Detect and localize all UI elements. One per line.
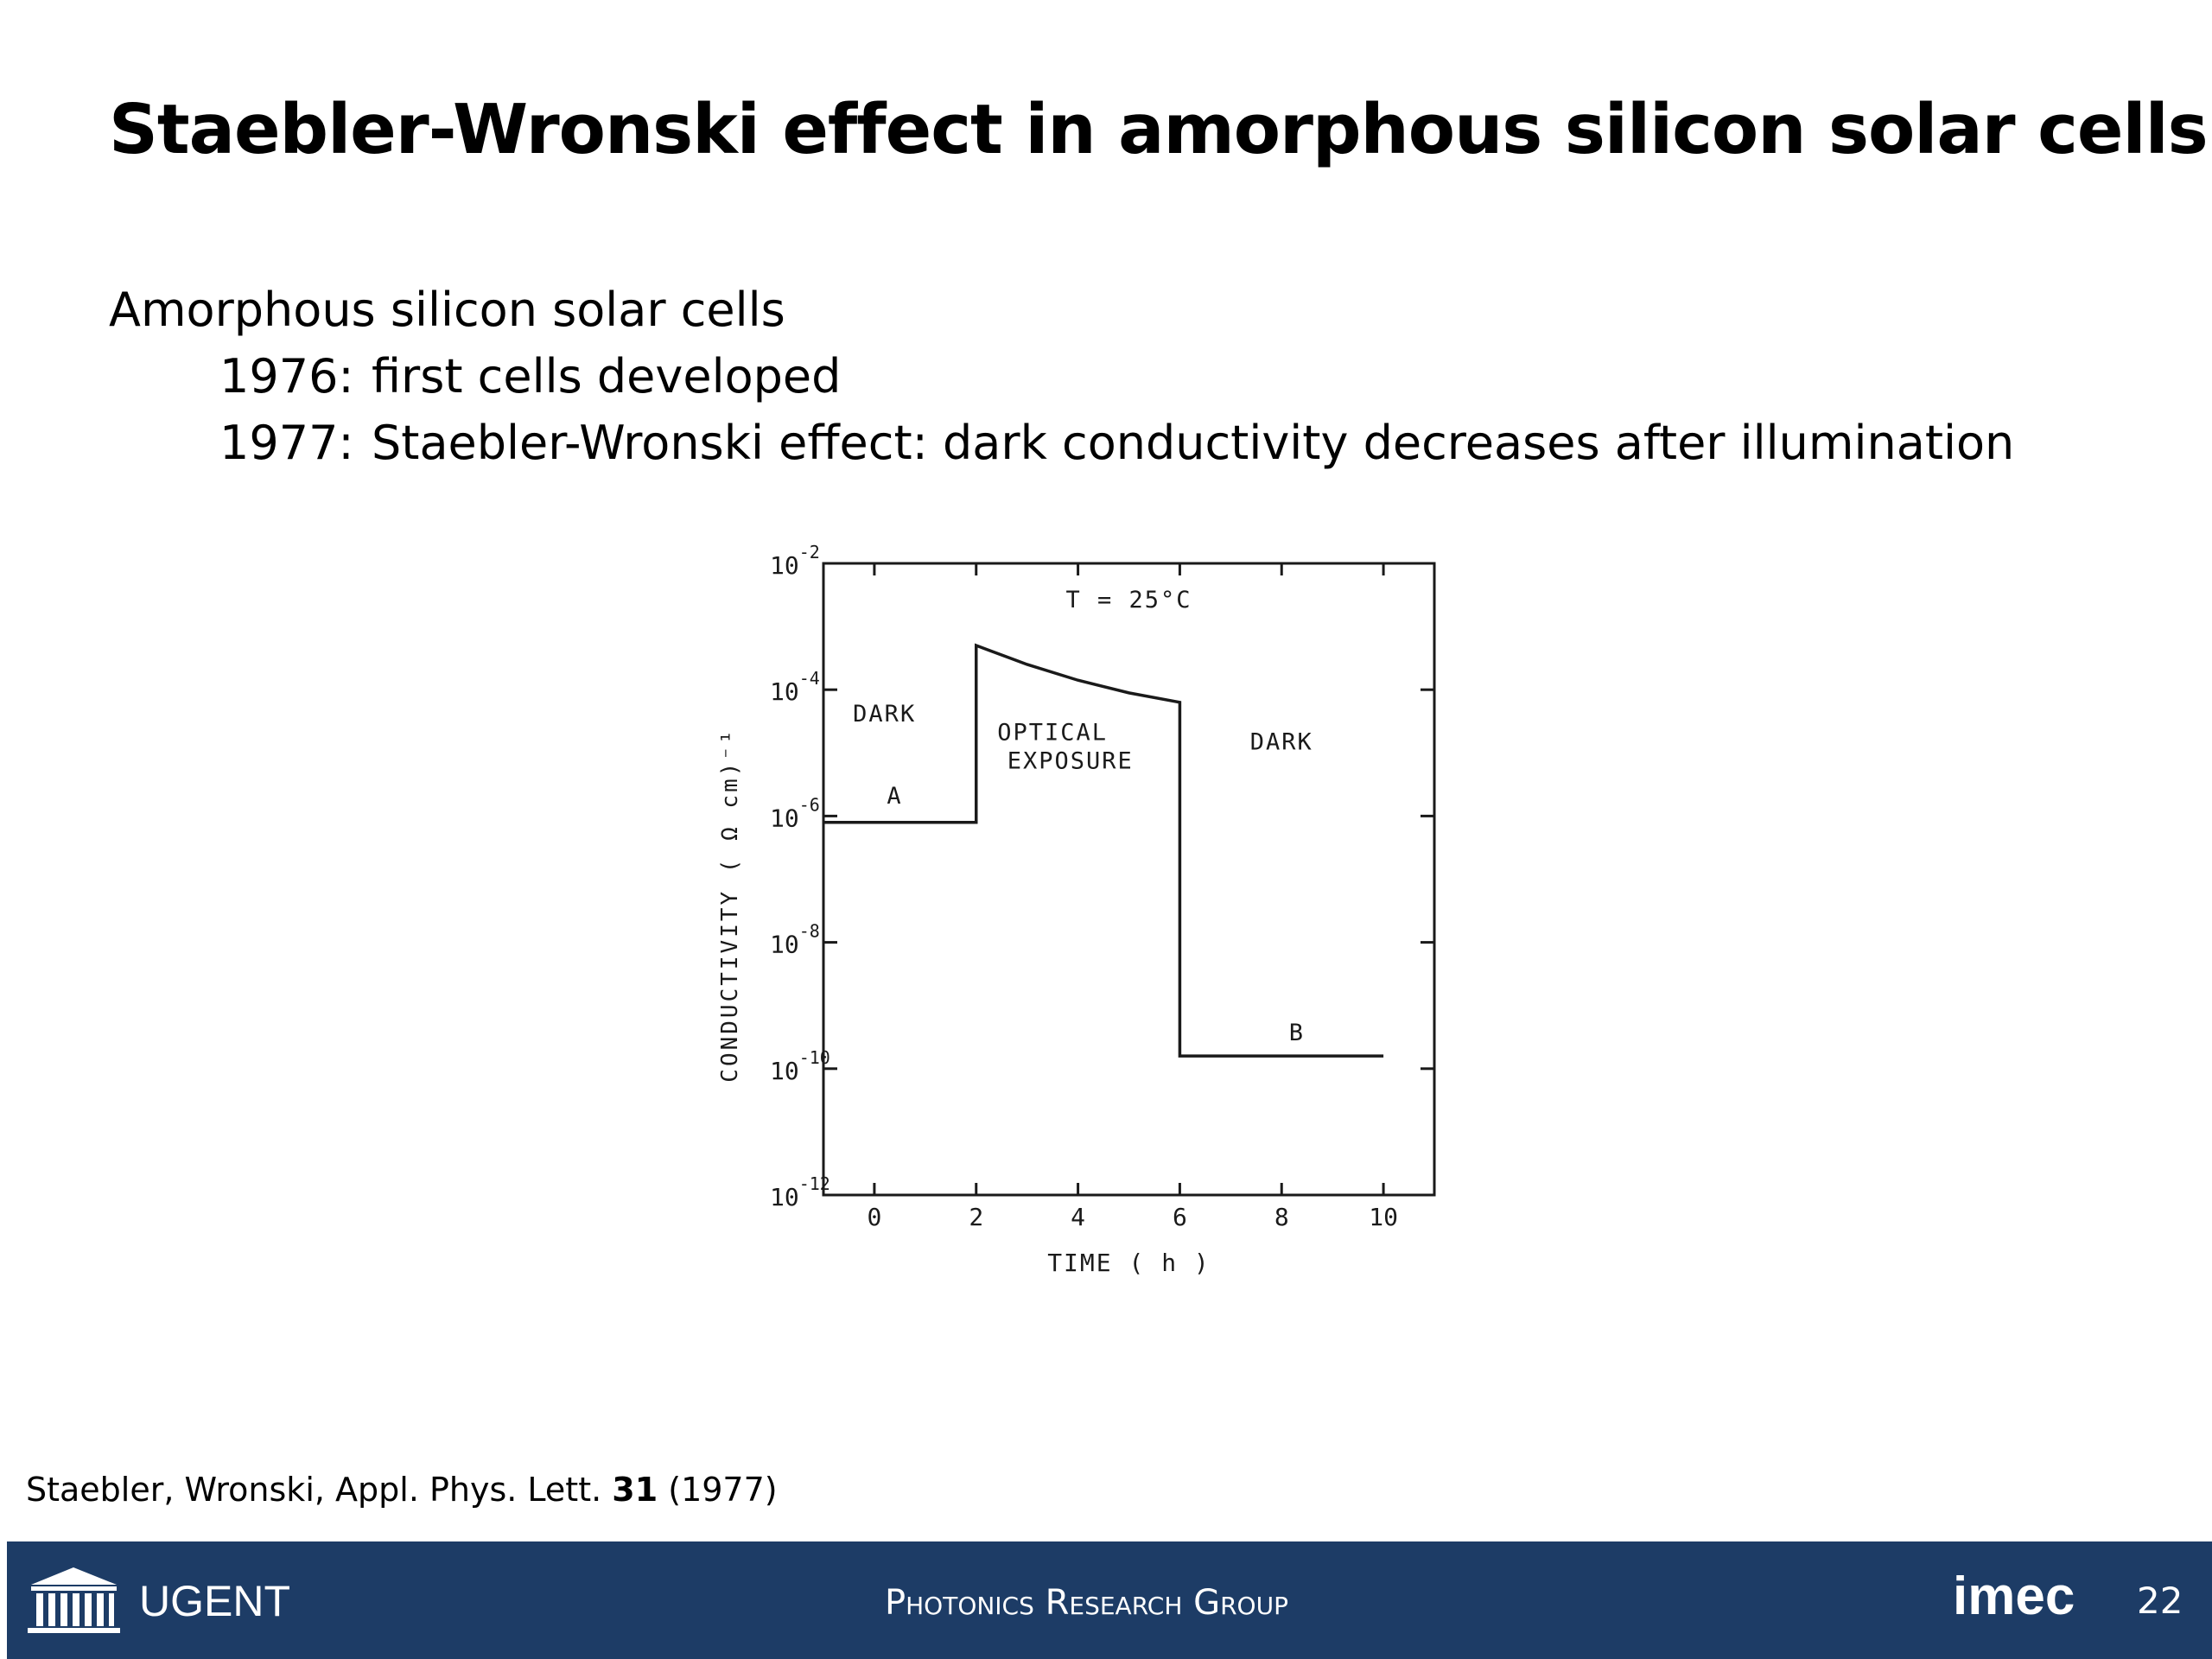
bullet-text: Staebler-Wronski effect: dark conductivi…	[372, 416, 2015, 470]
chart-annotation: B	[1289, 1020, 1305, 1046]
x-tick-label: 0	[867, 1203, 881, 1231]
imec-logo: imec	[1953, 1567, 2075, 1626]
x-tick-label: 6	[1173, 1203, 1187, 1231]
chart-annotation: OPTICAL	[997, 720, 1108, 747]
university-building-icon	[28, 1567, 120, 1633]
conductivity-series-line	[823, 643, 1384, 1058]
chart-annotation: DARK	[1250, 729, 1313, 756]
bullet-text: first cells developed	[372, 349, 842, 404]
university-name: UGENT	[139, 1577, 290, 1625]
chart-annotation: A	[887, 783, 902, 810]
slide-body: Amorphous silicon solar cells 1976: first…	[109, 276, 2014, 476]
x-tick-label: 2	[969, 1203, 983, 1231]
citation-authors: Staebler, Wronski, Appl. Phys. Lett.	[26, 1471, 613, 1509]
x-tick-label: 8	[1274, 1203, 1289, 1231]
y-tick-label: 10-12	[770, 1173, 830, 1211]
y-tick-label: 10-8	[770, 921, 820, 959]
bullet-year: 1977:	[219, 416, 354, 470]
x-tick-label: 10	[1369, 1203, 1398, 1231]
chart-annotation: T = 25°C	[1065, 587, 1192, 613]
bullet-year: 1976:	[219, 349, 354, 404]
citation: Staebler, Wronski, Appl. Phys. Lett. 31 …	[26, 1471, 778, 1509]
x-tick-label: 4	[1071, 1203, 1085, 1231]
research-group-name: Photonics Research Group	[885, 1583, 1288, 1623]
bullet-1977: 1977: Staebler-Wronski effect: dark condu…	[109, 410, 2014, 476]
y-tick-label: 10-6	[770, 794, 820, 832]
x-axis-label: TIME ( h )	[1047, 1249, 1211, 1277]
citation-volume: 31	[612, 1471, 658, 1509]
page-number: 22	[2137, 1580, 2183, 1622]
y-axis-label: CONDUCTIVITY ( Ω cm)⁻¹	[717, 728, 743, 1082]
y-tick-label: 10-10	[770, 1047, 830, 1085]
y-tick-label: 10-4	[770, 668, 820, 706]
intro-line: Amorphous silicon solar cells	[109, 283, 785, 337]
slide-title: Staebler-Wronski effect in amorphous sil…	[109, 90, 2209, 169]
plot-frame	[822, 562, 1436, 1197]
bullet-1976: 1976: first cells developed	[109, 343, 2014, 410]
chart-annotation: EXPOSURE	[1007, 748, 1134, 775]
citation-year: (1977)	[658, 1471, 778, 1509]
footer-bar: UGENT Photonics Research Group imec 22	[7, 1541, 2212, 1659]
chart-annotation: DARK	[853, 701, 916, 728]
y-tick-label: 10-2	[770, 542, 820, 580]
